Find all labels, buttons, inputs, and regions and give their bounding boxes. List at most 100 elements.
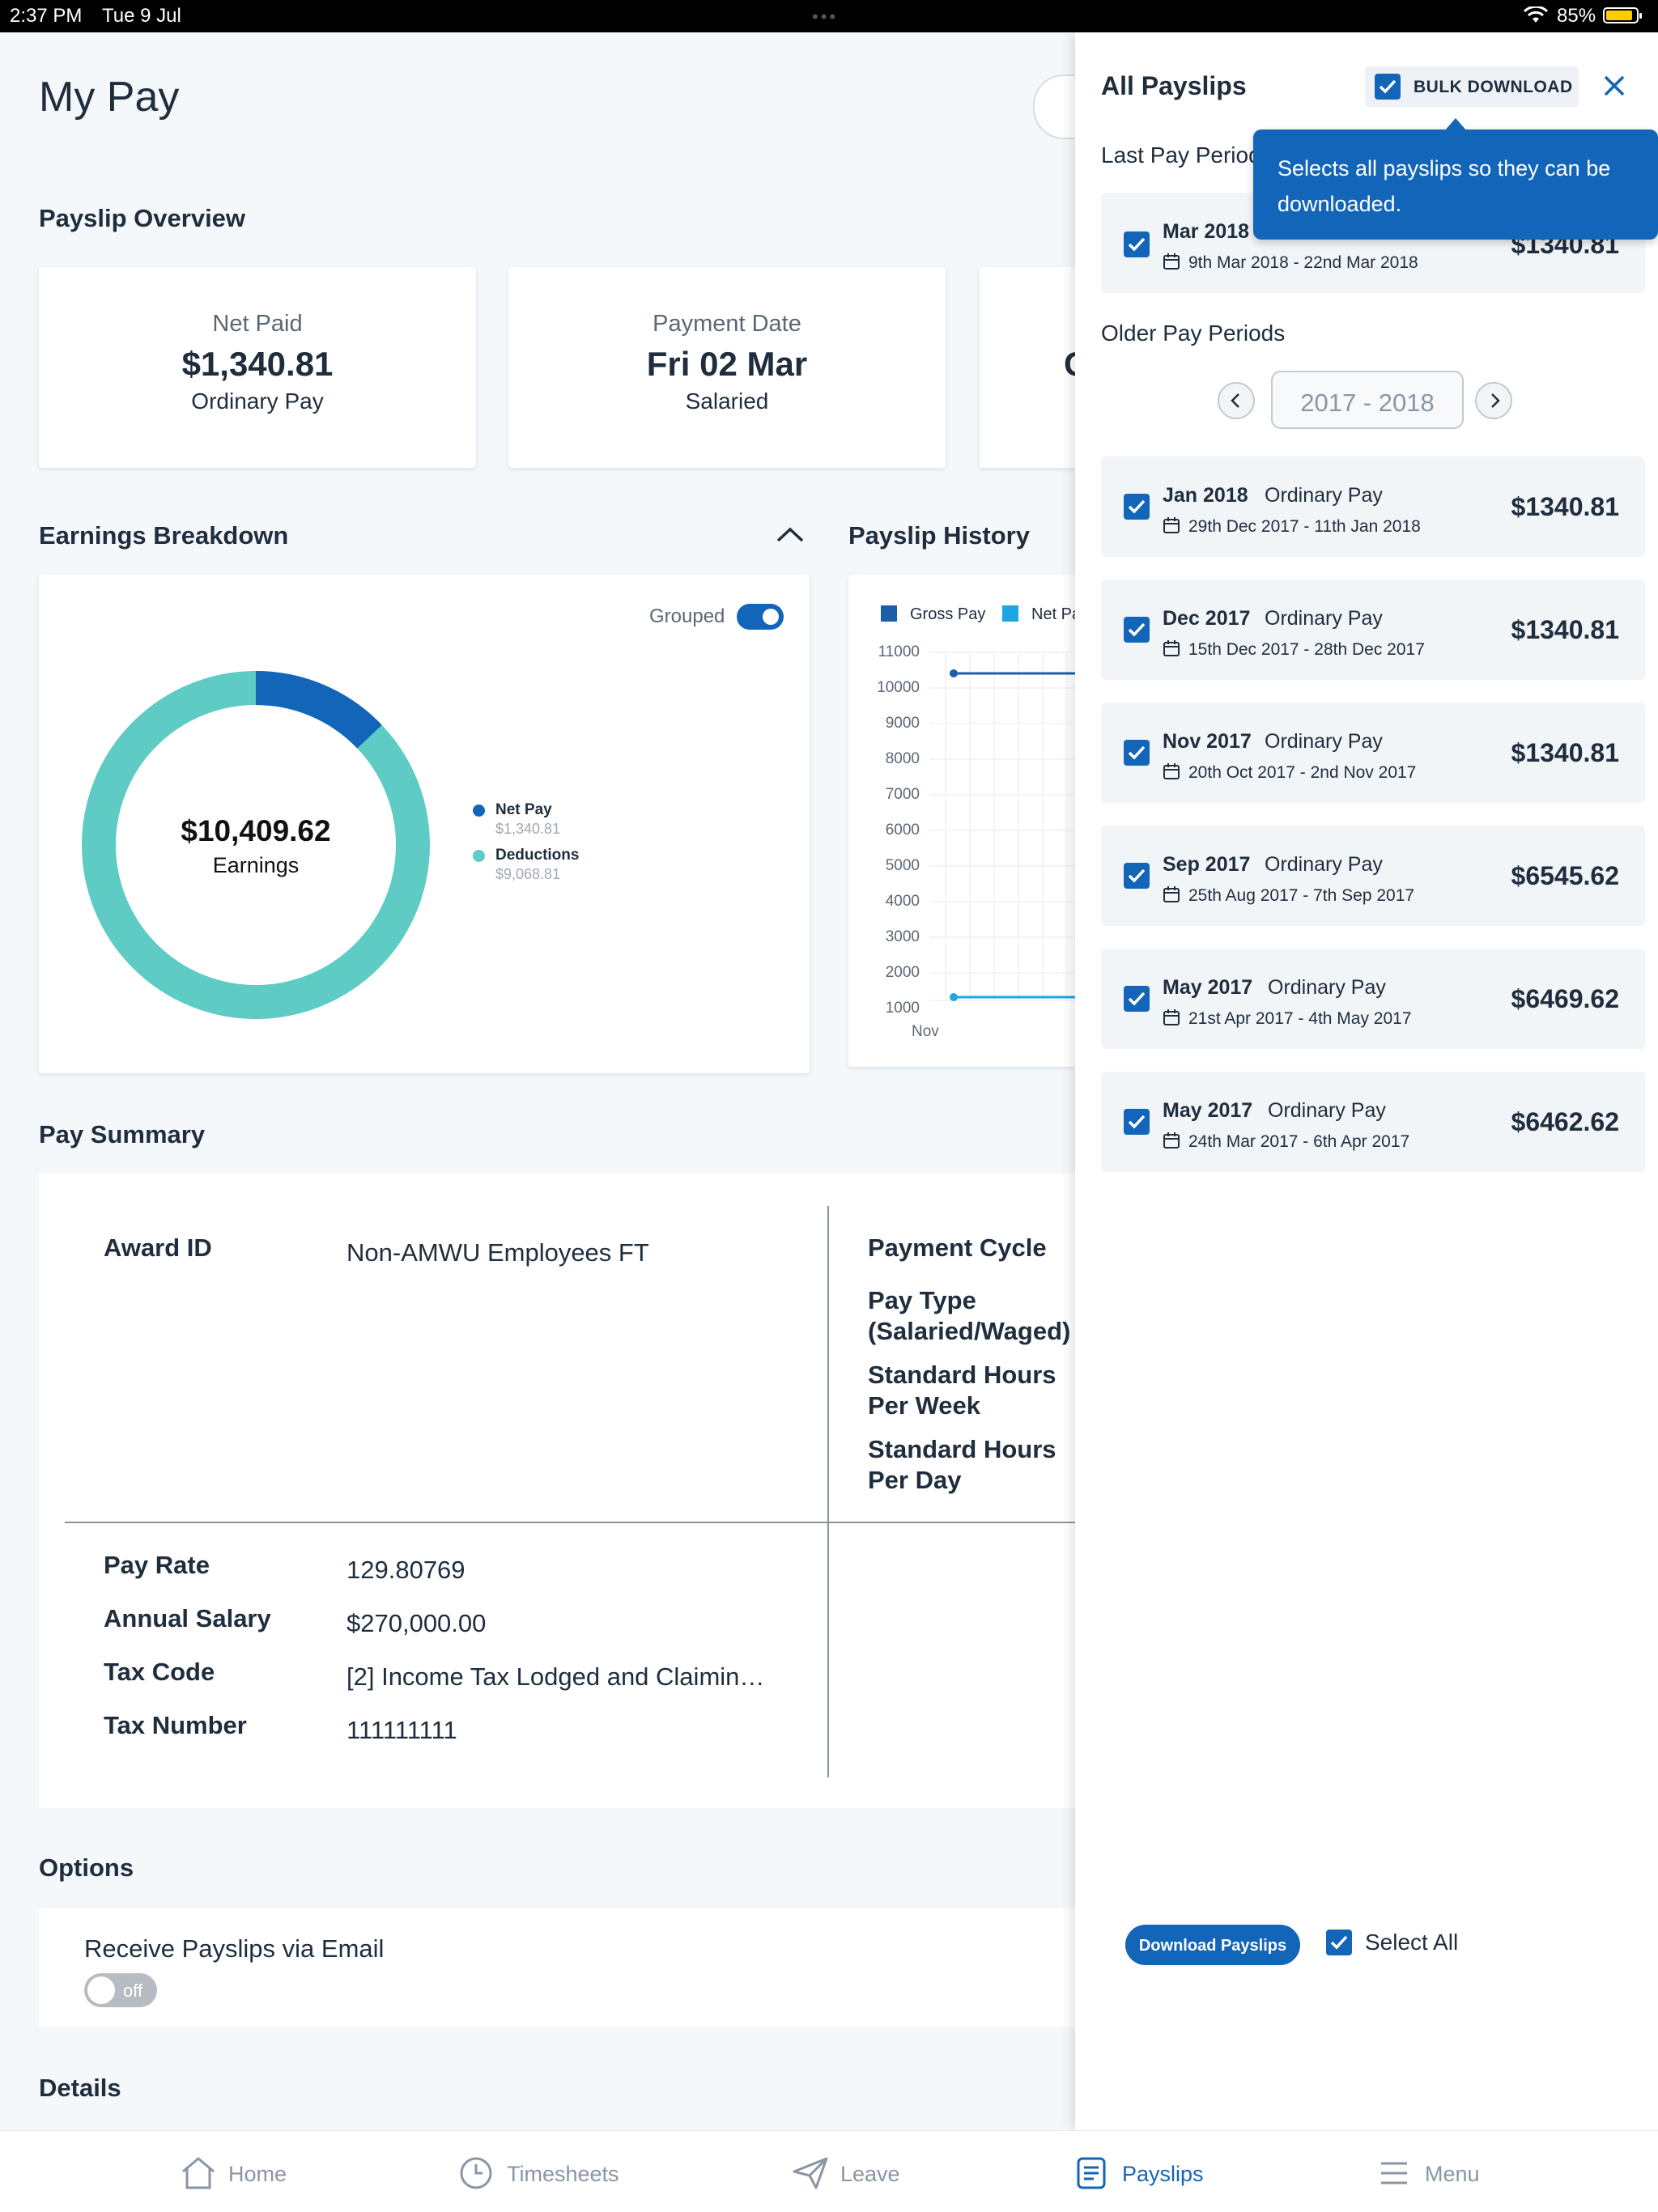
email-payslips-toggle[interactable]: off <box>84 1973 157 2007</box>
multitask-dots-icon: ••• <box>812 6 839 27</box>
net-pay-point <box>950 993 958 1001</box>
collapse-chevron-icon[interactable] <box>776 524 805 544</box>
payslip-range-text: 21st Apr 2017 - 4th May 2017 <box>1188 1009 1412 1028</box>
payslip-checkbox[interactable] <box>1124 1109 1150 1135</box>
payment-date-card: Payment Date Fri 02 Mar Salaried <box>508 267 946 468</box>
legend-deductions-value: $9,068.81 <box>495 866 561 882</box>
payslip-history-card: Gross Pay Net Pa <box>848 575 1083 1067</box>
annual-salary-value: $270,000.00 <box>346 1609 487 1637</box>
tab-leave-label: Leave <box>840 2162 900 2186</box>
status-date: Tue 9 Jul <box>102 5 181 27</box>
grouped-toggle[interactable] <box>737 604 784 630</box>
download-payslips-label: Download Payslips <box>1138 1937 1287 1955</box>
payslip-checkbox[interactable] <box>1124 494 1150 520</box>
earnings-card: Grouped $10,409.62 Earnings Net Pay $1,3… <box>39 575 810 1073</box>
home-icon <box>182 2157 215 2189</box>
payslip-checkbox[interactable] <box>1124 617 1150 643</box>
calendar-icon <box>1163 517 1180 533</box>
payslip-checkbox[interactable] <box>1124 863 1150 889</box>
payslip-range: 21st Apr 2017 - 4th May 2017 <box>1163 1008 1412 1029</box>
net-paid-sub: Ordinary Pay <box>191 388 324 414</box>
history-y-tick: 4000 <box>885 893 920 910</box>
select-all-label[interactable]: Select All <box>1365 1930 1459 1955</box>
earnings-breakdown-heading: Earnings Breakdown <box>39 521 289 550</box>
grouped-label: Grouped <box>649 605 725 627</box>
download-payslips-button[interactable]: Download Payslips <box>1125 1925 1300 1965</box>
payslip-type: Ordinary Pay <box>1265 607 1383 630</box>
menu-icon <box>1381 2162 1407 2184</box>
payslip-month: Mar 2018 <box>1163 220 1250 243</box>
panel-title: All Payslips <box>1101 71 1247 100</box>
legend-net-pay-name: Net Pay <box>495 801 552 818</box>
paper-plane-icon <box>793 2157 828 2189</box>
payslip-item[interactable]: Sep 2017 Ordinary Pay 25th Aug 2017 - 7th … <box>1101 826 1645 926</box>
year-range-selector[interactable]: 2017 - 2018 <box>1271 371 1464 429</box>
payslip-amount: $6462.62 <box>1511 1107 1619 1136</box>
tab-home-label: Home <box>228 2162 287 2186</box>
payslip-month: May 2017 <box>1163 1099 1253 1122</box>
payslip-item[interactable]: Dec 2017 Ordinary Pay 15th Dec 2017 - 28th… <box>1101 580 1645 680</box>
payslip-checkbox[interactable] <box>1124 740 1150 766</box>
payslip-range-text: 15th Dec 2017 - 28th Dec 2017 <box>1188 640 1425 659</box>
bulk-download-checkbox[interactable] <box>1375 74 1401 100</box>
status-time: 2:37 PM <box>10 5 83 27</box>
close-icon[interactable] <box>1603 74 1626 97</box>
tax-number-value: 111111111 <box>346 1716 457 1744</box>
payslip-item[interactable]: May 2017 Ordinary Pay 21st Apr 2017 - 4th … <box>1101 949 1645 1049</box>
chevron-right-icon <box>1491 393 1500 408</box>
donut-segment-net-pay <box>82 671 430 1019</box>
toggle-state-text: off <box>123 1981 143 2001</box>
tab-leave[interactable]: Leave <box>792 2155 900 2191</box>
payslip-amount: $1340.81 <box>1511 615 1619 644</box>
tab-menu[interactable]: Menu <box>1376 2155 1480 2191</box>
net-paid-card: Net Paid $1,340.81 Ordinary Pay <box>39 267 476 468</box>
tax-number-label: Tax Number <box>104 1711 247 1739</box>
email-payslips-label: Receive Payslips via Email <box>84 1934 385 1963</box>
year-prev-button[interactable] <box>1218 382 1255 419</box>
annual-salary-label: Annual Salary <box>104 1604 271 1632</box>
payslip-month: Jan 2018 <box>1163 484 1248 507</box>
payslip-range-text: 20th Oct 2017 - 2nd Nov 2017 <box>1188 763 1417 782</box>
history-y-tick: 2000 <box>885 964 920 981</box>
payslip-item[interactable]: Nov 2017 Ordinary Pay 20th Oct 2017 - 2nd … <box>1101 703 1645 803</box>
pay-summary-heading: Pay Summary <box>39 1120 206 1148</box>
bulk-download-toggle[interactable]: BULK DOWNLOAD <box>1365 66 1579 107</box>
payment-date-label: Payment Date <box>653 311 801 337</box>
tab-timesheets[interactable]: Timesheets <box>458 2155 619 2191</box>
payslip-icon <box>1077 2157 1106 2189</box>
details-heading: Details <box>39 2074 121 2102</box>
payslip-item[interactable]: Jan 2018 Ordinary Pay 29th Dec 2017 - 11th… <box>1101 456 1645 557</box>
payslip-checkbox[interactable] <box>1124 231 1150 257</box>
history-x-label: Nov <box>912 1023 939 1040</box>
legend-dot-deductions <box>473 850 485 862</box>
tab-home[interactable]: Home <box>180 2155 287 2191</box>
payslip-history-heading: Payslip History <box>848 521 1030 550</box>
calendar-icon <box>1163 640 1180 656</box>
tab-timesheets-label: Timesheets <box>507 2162 619 2186</box>
last-pay-period-heading: Last Pay Period <box>1101 142 1255 168</box>
calendar-icon <box>1163 886 1180 902</box>
payslip-range: 24th Mar 2017 - 6th Apr 2017 <box>1163 1131 1409 1152</box>
payslip-type: Ordinary Pay <box>1268 976 1386 999</box>
history-y-tick: 1000 <box>885 1000 920 1017</box>
history-y-tick: 10000 <box>877 679 920 696</box>
payslip-item[interactable]: May 2017 Ordinary Pay 24th Mar 2017 - 6th … <box>1101 1072 1645 1172</box>
year-next-button[interactable] <box>1475 382 1512 419</box>
pay-type-label: Pay Type (Salaried/Waged) <box>868 1286 1071 1345</box>
pay-rate-value: 129.80769 <box>346 1556 466 1584</box>
payslip-history-grid <box>929 652 1083 1001</box>
options-card <box>39 1908 1083 2027</box>
tooltip-text: Selects all payslips so they can be down… <box>1278 156 1611 216</box>
payslip-range: 20th Oct 2017 - 2nd Nov 2017 <box>1163 762 1416 783</box>
legend-net-pay: Net Pa <box>1031 605 1082 623</box>
gross-pay-point <box>950 669 958 677</box>
bulk-download-label: BULK DOWNLOAD <box>1414 78 1573 96</box>
payment-date-sub: Salaried <box>685 388 769 414</box>
legend-deductions-name: Deductions <box>495 847 580 864</box>
payslip-range-text: 29th Dec 2017 - 11th Jan 2018 <box>1188 517 1421 536</box>
select-all-checkbox[interactable] <box>1326 1930 1352 1955</box>
payslip-checkbox[interactable] <box>1124 986 1150 1012</box>
tab-payslips[interactable]: Payslips <box>1073 2155 1204 2191</box>
tooltip-arrow <box>1444 118 1467 131</box>
payslip-range: 25th Aug 2017 - 7th Sep 2017 <box>1163 885 1414 906</box>
